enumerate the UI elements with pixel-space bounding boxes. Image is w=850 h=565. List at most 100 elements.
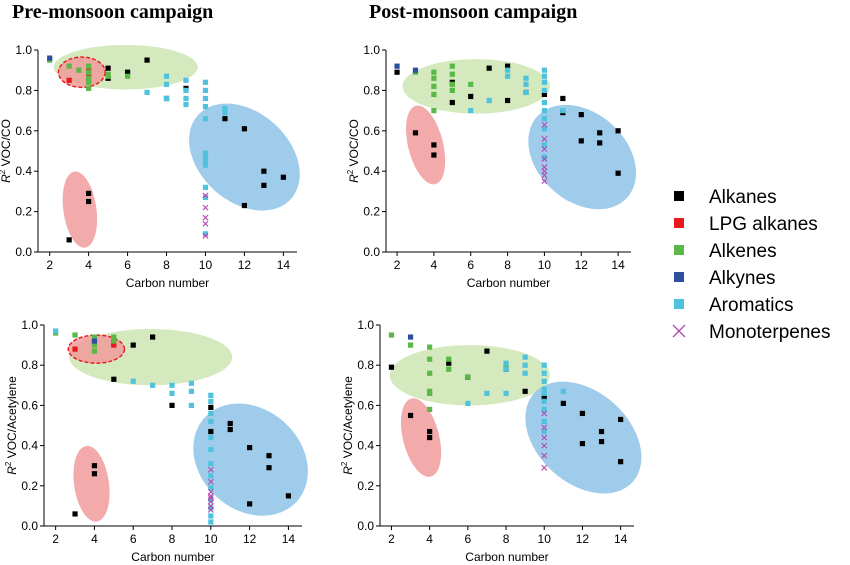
legend-label-aromatics: Aromatics: [709, 295, 793, 316]
alkanes-point: [247, 445, 253, 451]
aromatics-point: [465, 400, 471, 406]
alkanes-point: [486, 65, 492, 71]
alkynes-point: [412, 67, 419, 73]
aromatics-point: [202, 87, 209, 93]
x-tick-label: 2: [46, 258, 53, 272]
aromatics-point: [202, 162, 209, 168]
aromatics-point: [208, 505, 214, 511]
aromatics-point: [541, 87, 548, 93]
aromatics-point: [202, 95, 209, 102]
alkenes-point: [427, 370, 433, 376]
aromatics-point: [202, 103, 209, 110]
aromatics-point: [503, 390, 509, 396]
alkenes-point: [111, 334, 117, 340]
aromatics-point: [541, 67, 548, 73]
monoterpenes-point: [202, 214, 209, 221]
alkanes-point: [86, 198, 92, 205]
x-tick-label: 2: [388, 532, 395, 546]
alkenes-point: [449, 87, 455, 93]
scatter-panel-2: 2 4 6 8 10 12 14 0.0 0.2 0.4 0.6 0.8 1.0 Carbon numbe…: [346, 43, 637, 290]
alkanes-point: [66, 237, 72, 243]
legend-item-monoterpenes: Monoterpenes: [672, 322, 830, 343]
x-tick-label: 12: [576, 532, 590, 546]
alkenes-point: [427, 406, 433, 413]
alkanes-point: [412, 130, 419, 136]
lpg-alkanes-point: [72, 346, 78, 352]
monoterpenes-point: [202, 204, 209, 211]
aromatics-point: [523, 89, 529, 96]
alkanes-point: [266, 453, 272, 459]
alkenes-point: [105, 73, 111, 79]
aromatics-point: [208, 461, 214, 467]
monoterpenes-point: [541, 156, 548, 163]
x-axis-title: Carbon number: [126, 276, 209, 290]
aromatics-point: [169, 390, 175, 396]
alkenes-point: [449, 81, 455, 87]
alkanes-point: [598, 428, 605, 435]
aromatics-point: [541, 428, 547, 435]
x-tick-label: 12: [575, 258, 589, 272]
alkanes-point: [285, 493, 292, 499]
legend-label-monoterpenes: Monoterpenes: [709, 322, 830, 343]
aromatics-point: [202, 79, 209, 85]
y-axis-title: R2 VOC/Acetylene: [4, 376, 19, 475]
lpg-alkanes-point: [66, 77, 72, 83]
x-tick-label: 14: [614, 532, 628, 546]
alkenes-point: [465, 374, 471, 380]
y-tick-label: 0.8: [15, 83, 32, 97]
x-tick-label: 10: [204, 532, 218, 546]
aromatics-point: [202, 158, 209, 164]
y-tick-label: 0.0: [21, 519, 38, 533]
x-tick-label: 4: [91, 532, 98, 546]
aromatics-point: [560, 388, 566, 394]
legend-label-alkanes: Alkanes: [709, 187, 777, 208]
alkanes-point: [86, 190, 92, 197]
aromatics-point: [188, 388, 195, 394]
aromatics-point: [208, 434, 214, 441]
y-tick-label: 1.0: [363, 43, 380, 57]
aromatics-point: [163, 81, 170, 87]
y-tick-label: 0.2: [21, 479, 38, 493]
alkenes-point: [91, 334, 98, 340]
alkanes-point: [150, 334, 156, 340]
aromatics-point: [202, 116, 209, 122]
scatter-panel-1: 2 4 6 8 10 12 14 0.0 0.2 0.4 0.6 0.8 1.0 Carbon numbe…: [0, 43, 300, 290]
monoterpenes-point: [207, 478, 214, 485]
monoterpenes-point: [541, 178, 548, 185]
alkanes-point: [449, 99, 455, 106]
aromatics-point: [183, 101, 189, 108]
alkenes-point: [449, 63, 455, 69]
legend-marker-lpg-alkanes: [674, 218, 684, 228]
alkanes-point: [615, 170, 621, 176]
alkynes-point: [47, 55, 53, 61]
x-tick-label: 4: [431, 258, 438, 272]
scatter-panel-4: 2 4 6 8 10 12 14 0.0 0.2 0.4 0.6 0.8 1.0 Carbon numbe…: [340, 318, 642, 564]
aromatics-point: [484, 390, 490, 396]
aromatics-point: [183, 95, 189, 102]
alkanes-point: [130, 342, 136, 348]
aromatics-point: [202, 194, 209, 201]
alkanes-point: [247, 501, 253, 507]
aromatics-point: [541, 378, 547, 384]
alkenes-point: [427, 390, 433, 396]
monoterpenes-point: [541, 452, 548, 459]
alkanes-point: [468, 93, 474, 100]
alkanes-point: [484, 348, 490, 354]
monoterpenes-point: [541, 172, 548, 179]
x-axis-title: Carbon number: [467, 276, 550, 290]
blue-group-ellipse: [528, 104, 637, 210]
y-tick-label: 0.4: [357, 439, 374, 453]
alkanes-point: [208, 428, 214, 435]
aromatics-point: [208, 497, 214, 503]
alkanes-point: [541, 394, 547, 400]
lpg-alkanes-point: [111, 342, 117, 348]
x-tick-label: 14: [282, 532, 296, 546]
alkanes-point: [522, 388, 528, 394]
x-axis-title: Carbon number: [131, 550, 214, 564]
alkanes-point: [241, 202, 248, 209]
aromatics-point: [541, 398, 547, 404]
alkenes-point: [427, 356, 433, 362]
aromatics-point: [522, 362, 528, 368]
alkanes-point: [105, 65, 111, 71]
